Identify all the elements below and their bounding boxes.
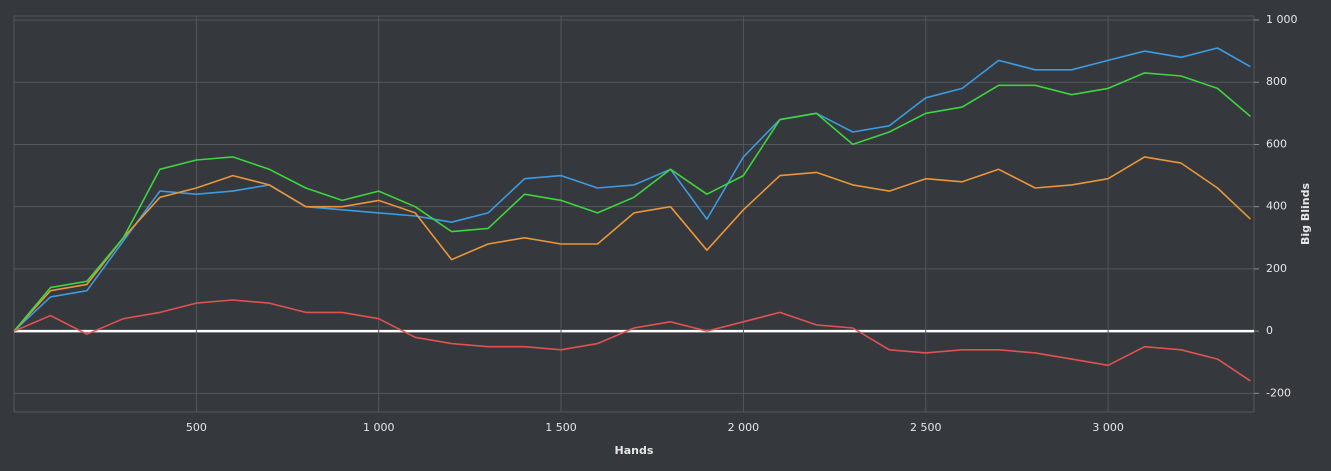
y-axis-label: Big Blinds	[1299, 183, 1312, 245]
y-tick-label: 0	[1266, 324, 1273, 337]
x-tick-label: 1 000	[363, 421, 395, 434]
x-tick-label: 500	[186, 421, 207, 434]
x-axis-label: Hands	[615, 444, 654, 457]
series-line	[13, 47, 1251, 332]
series-line	[13, 156, 1251, 332]
y-tick-label: 200	[1266, 262, 1287, 275]
y-tick-label: 800	[1266, 75, 1287, 88]
x-tick-label: 3 000	[1092, 421, 1124, 434]
series-line	[13, 299, 1251, 382]
x-tick-label: 2 000	[728, 421, 760, 434]
series-line	[13, 72, 1251, 332]
x-tick-label: 2 500	[910, 421, 942, 434]
y-tick-label: -200	[1266, 386, 1291, 399]
y-tick-label: 400	[1266, 200, 1287, 213]
x-tick-label: 1 500	[545, 421, 577, 434]
y-tick-label: 1 000	[1266, 13, 1298, 26]
y-tick-label: 600	[1266, 137, 1287, 150]
